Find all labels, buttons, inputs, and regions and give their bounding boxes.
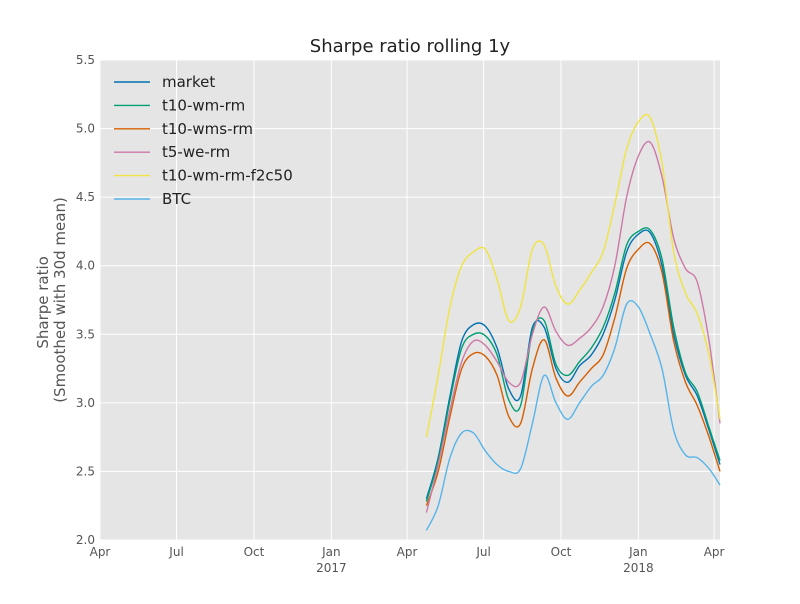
legend-label-t10-wm-rm: t10-wm-rm <box>162 96 245 114</box>
legend-label-BTC: BTC <box>162 190 191 208</box>
y-axis-label-line-2: (Smoothed with 30d mean) <box>51 197 69 403</box>
x-tick-label: Jul <box>475 545 490 559</box>
series-layer <box>425 113 721 531</box>
series-line-market <box>425 229 721 500</box>
y-tick-label: 5.5 <box>76 53 95 67</box>
x-tick-year-label: 2018 <box>623 561 654 575</box>
x-tick-label: Oct <box>551 545 572 559</box>
series-line-t10-wms-rm <box>425 241 721 506</box>
chart-title: Sharpe ratio rolling 1y <box>310 36 511 57</box>
y-tick-label: 3.0 <box>76 396 95 410</box>
x-tick-label: Jul <box>168 545 183 559</box>
x-tick-label: Jan <box>321 545 341 559</box>
legend-label-t10-wm-rm-f2c50: t10-wm-rm-f2c50 <box>162 167 293 185</box>
x-tick-label: Apr <box>397 545 418 559</box>
y-axis-label: Sharpe ratio (Smoothed with 30d mean) <box>34 197 69 403</box>
series-line-t10-wm-rm <box>425 227 721 502</box>
x-tick-label: Jan <box>628 545 648 559</box>
y-tick-label: 4.5 <box>76 190 95 204</box>
y-tick-label: 4.0 <box>76 259 95 273</box>
y-tick-label: 2.5 <box>76 464 95 478</box>
x-tick-label: Apr <box>90 545 111 559</box>
x-tick-year-label: 2017 <box>316 561 347 575</box>
series-line-t10-wm-rm-f2c50 <box>425 113 721 438</box>
x-tick-label: Apr <box>704 545 725 559</box>
y-tick-label: 5.0 <box>76 122 95 136</box>
y-tick-label: 3.5 <box>76 327 95 341</box>
legend-label-market: market <box>162 73 215 91</box>
y-axis-label-line-1: Sharpe ratio <box>34 256 52 349</box>
series-line-t5-we-rm <box>425 140 721 513</box>
series-line-BTC <box>425 299 721 531</box>
legend-label-t10-wms-rm: t10-wms-rm <box>162 120 253 138</box>
plot-area <box>100 60 720 540</box>
legend-label-t5-we-rm: t5-we-rm <box>162 143 230 161</box>
x-tick-label: Oct <box>244 545 265 559</box>
x-axis: Apr Jul Oct Jan 2017 Apr Jul Oct Jan 2018 Apr <box>90 545 725 575</box>
y-axis: 2.0 2.5 3.0 3.5 4.0 4.5 5.0 5.5 <box>76 53 95 547</box>
y-tick-label: 2.0 <box>76 533 95 547</box>
legend: market t10-wm-rm t10-wms-rm t5-we-rm t10-wm-… <box>114 73 293 208</box>
grid <box>99 59 720 541</box>
